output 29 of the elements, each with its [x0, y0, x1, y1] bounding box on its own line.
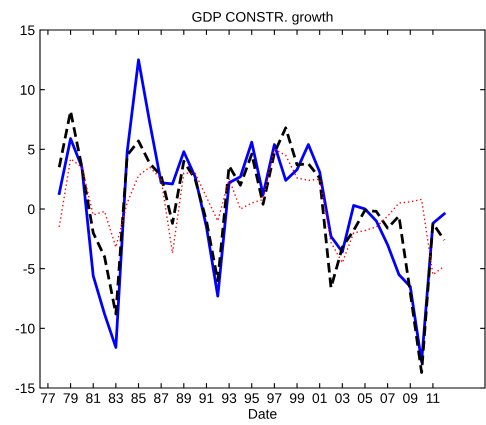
- y-tick-label: 5: [28, 144, 35, 155]
- x-tick-label: 87: [154, 393, 168, 404]
- x-tick-label: 09: [403, 393, 418, 404]
- y-tick-label: -10: [16, 324, 35, 334]
- x-tick-label: 97: [267, 393, 282, 404]
- x-tick-label: 99: [290, 393, 304, 404]
- x-tick-label: 79: [64, 393, 78, 404]
- x-tick-label: 95: [244, 393, 259, 404]
- x-tick-label: 83: [108, 393, 123, 404]
- y-tick-label: 10: [20, 85, 35, 95]
- x-tick-label: 81: [86, 393, 100, 404]
- line-series: [58, 110, 446, 374]
- x-tick-label: 01: [312, 393, 327, 404]
- y-tick-label: -5: [23, 264, 35, 274]
- y-tick-label: 15: [20, 25, 35, 36]
- x-tick-label: 05: [358, 393, 372, 404]
- x-tick-label: 03: [335, 393, 350, 404]
- y-tick-label: -15: [16, 383, 35, 394]
- y-tick-label: 0: [28, 204, 35, 214]
- x-tick-label: 93: [222, 393, 236, 404]
- x-tick-label: 07: [380, 393, 395, 404]
- x-tick-label: 11: [426, 393, 440, 403]
- x-tick-label: 91: [199, 393, 214, 404]
- x-tick-label: 89: [176, 393, 191, 404]
- x-axis-title: Date: [248, 409, 277, 419]
- chart-title: GDP CONSTR. growth: [192, 12, 332, 25]
- x-tick-label: 77: [40, 393, 55, 403]
- line-series: [58, 148, 445, 276]
- x-tick-label: 85: [131, 393, 146, 404]
